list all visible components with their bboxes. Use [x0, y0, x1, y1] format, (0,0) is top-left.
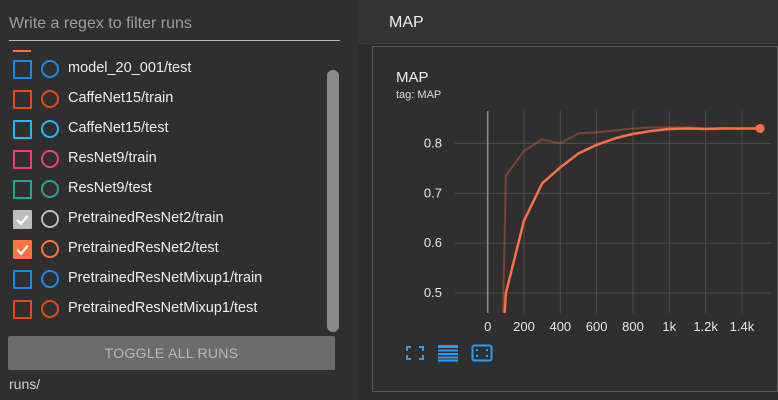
x-tick-label: 200: [513, 319, 535, 334]
run-list: model_20_001/test CaffeNet15/train CaffeNe…: [0, 56, 330, 332]
run-label: PretrainedResNet2/train: [68, 210, 224, 226]
run-row[interactable]: ResNet9/train: [0, 146, 330, 176]
run-radio[interactable]: [41, 300, 59, 318]
run-radio[interactable]: [41, 240, 59, 258]
chart-title: MAP: [396, 69, 429, 86]
run-label: PretrainedResNetMixup1/train: [68, 270, 263, 286]
run-checkbox[interactable]: [13, 90, 32, 109]
run-checkbox[interactable]: [13, 60, 32, 79]
runs-path: runs/: [9, 376, 41, 392]
map-chart[interactable]: 0 200 400 600 800 1k 1.2k 1.4k 0.5 0.6 0.7 0.8: [373, 47, 778, 393]
chart-tag: tag: MAP: [396, 89, 442, 101]
run-row[interactable]: PretrainedResNetMixup1/test: [0, 296, 330, 326]
checkmark-icon: [16, 245, 29, 256]
fit-domain-icon[interactable]: [404, 344, 426, 362]
run-radio[interactable]: [41, 60, 59, 78]
x-tick-label: 1k: [662, 319, 676, 334]
x-tick-label: 600: [586, 319, 608, 334]
run-row[interactable]: CaffeNet15/train: [0, 86, 330, 116]
run-row[interactable]: PretrainedResNet2/test: [0, 236, 330, 266]
run-label: ResNet9/test: [68, 180, 152, 196]
run-checkbox[interactable]: [13, 210, 32, 229]
run-checkbox[interactable]: [13, 240, 32, 259]
section-title: MAP: [389, 14, 424, 31]
run-label: PretrainedResNetMixup1/test: [68, 300, 258, 316]
run-radio[interactable]: [41, 90, 59, 108]
smoothed-series-line: [503, 127, 761, 313]
x-tick-label: 400: [549, 319, 571, 334]
checkmark-icon: [16, 215, 29, 226]
run-checkbox[interactable]: [13, 120, 32, 139]
scrolled-run-indicator: [13, 50, 31, 52]
run-row[interactable]: model_20_001/test: [0, 56, 330, 86]
run-label: CaffeNet15/train: [68, 90, 174, 106]
run-checkbox[interactable]: [13, 300, 32, 319]
toggle-all-runs-button[interactable]: TOGGLE ALL RUNS: [8, 336, 335, 370]
run-checkbox[interactable]: [13, 150, 32, 169]
x-tick-label: 800: [622, 319, 644, 334]
runs-sidebar: model_20_001/test CaffeNet15/train CaffeNe…: [0, 0, 358, 400]
run-row[interactable]: ResNet9/test: [0, 176, 330, 206]
run-radio[interactable]: [41, 210, 59, 228]
toggle-log-lines-icon[interactable]: [437, 344, 459, 362]
zoom-selection-icon[interactable]: [471, 344, 493, 362]
run-radio[interactable]: [41, 270, 59, 288]
run-label: CaffeNet15/test: [68, 120, 169, 136]
y-tick-label: 0.7: [424, 185, 442, 200]
run-radio[interactable]: [41, 180, 59, 198]
scalar-chart-card: 0 200 400 600 800 1k 1.2k 1.4k 0.5 0.6 0.7 0.8 MAP …: [372, 46, 778, 392]
main-panel: MAP 0 200 400 600 800 1k 1.2k 1.4k 0.5 0.6 0.7 0.8 …: [358, 0, 778, 400]
run-radio[interactable]: [41, 120, 59, 138]
y-tick-label: 0.8: [424, 135, 442, 150]
run-list-scrollbar[interactable]: [327, 70, 339, 332]
run-row[interactable]: PretrainedResNet2/train: [0, 206, 330, 236]
x-tick-label: 1.2k: [693, 319, 718, 334]
section-header[interactable]: MAP: [358, 0, 778, 44]
run-checkbox[interactable]: [13, 270, 32, 289]
run-row[interactable]: PretrainedResNetMixup1/train: [0, 266, 330, 296]
run-label: model_20_001/test: [68, 60, 192, 76]
run-label: PretrainedResNet2/test: [68, 240, 219, 256]
regex-filter-input[interactable]: [9, 8, 340, 41]
x-tick-label: 1.4k: [730, 319, 755, 334]
x-tick-label: 0: [484, 319, 491, 334]
y-tick-label: 0.5: [424, 285, 442, 300]
run-checkbox[interactable]: [13, 180, 32, 199]
run-label: ResNet9/train: [68, 150, 157, 166]
last-point-marker: [755, 123, 765, 133]
y-tick-label: 0.6: [424, 235, 442, 250]
run-radio[interactable]: [41, 150, 59, 168]
run-row[interactable]: CaffeNet15/test: [0, 116, 330, 146]
